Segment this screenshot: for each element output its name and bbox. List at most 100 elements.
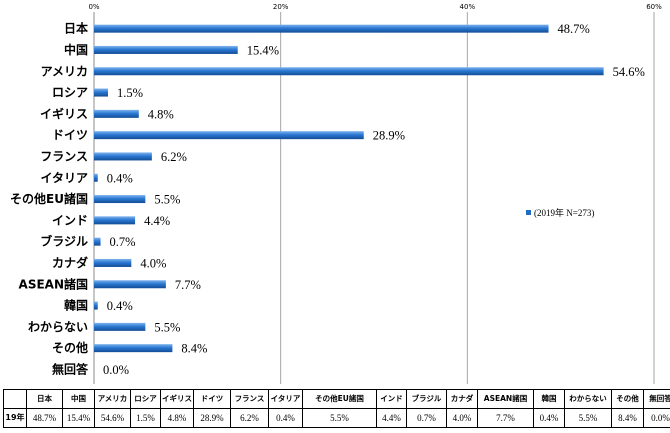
- legend-swatch: [526, 210, 531, 215]
- category-label: イタリア: [40, 171, 88, 185]
- value-label: 4.0%: [140, 256, 166, 270]
- table-cell: 5.5%: [564, 408, 612, 428]
- bar: [94, 24, 549, 33]
- table-header-cell: その他: [611, 389, 644, 409]
- table-header-cell: アメリカ: [94, 389, 131, 409]
- value-label: 48.7%: [558, 22, 590, 36]
- x-tick-label: 60%: [646, 3, 662, 11]
- bar: [94, 45, 238, 54]
- table-cell: 0.7%: [406, 408, 447, 428]
- bar: [94, 301, 98, 310]
- bar: [94, 152, 152, 161]
- legend-label: (2019年 N=273): [534, 207, 594, 218]
- category-label: わからない: [28, 320, 88, 334]
- table-cell: 0.0%: [643, 408, 670, 428]
- value-label: 5.5%: [154, 193, 180, 207]
- data-table: 日本 中国 アメリカ ロシア イギリス ドイツ フランス イタリア その他EU諸国 インド ブラジル…: [3, 389, 670, 428]
- category-labels: 日本中国アメリカロシアイギリスドイツフランスイタリアその他EU諸国インドブラジル…: [10, 21, 89, 377]
- table-cell: 15.4%: [62, 408, 95, 428]
- category-label: ロシア: [52, 86, 88, 100]
- value-labels: 48.7% 15.4% 54.6% 1.5% 4.8% 28.9% 6.2% 0.4% 5.5%…: [103, 22, 645, 377]
- bar: [94, 344, 173, 353]
- bar: [94, 173, 98, 182]
- category-label: 中国: [64, 42, 88, 57]
- category-label: ドイツ: [52, 128, 88, 142]
- table-cell: 4.8%: [160, 408, 194, 428]
- table-header-cell: ブラジル: [406, 389, 447, 409]
- table-header-cell: 中国: [62, 389, 95, 409]
- category-label: その他EU諸国: [10, 191, 88, 206]
- bar: [94, 67, 604, 76]
- category-label: イギリス: [40, 106, 88, 121]
- table-cell: 4.4%: [376, 408, 407, 428]
- table-row-label: 19年: [3, 408, 27, 428]
- table-row: 19年 48.7% 15.4% 54.6% 1.5% 4.8% 28.9% 6.2% 0.4%…: [3, 408, 670, 428]
- category-label: フランス: [40, 149, 88, 163]
- table-header-cell: インド: [376, 389, 407, 409]
- bar: [94, 280, 166, 289]
- table-header-cell: フランス: [230, 389, 269, 409]
- x-tick-label: 40%: [460, 3, 476, 11]
- category-label: その他: [52, 340, 88, 355]
- category-label: ASEAN諸国: [19, 276, 88, 291]
- value-label: 54.6%: [613, 65, 645, 79]
- value-label: 0.7%: [110, 235, 136, 249]
- bar-chart: 0% 20% 40% 60% 日本中国アメリカロシアイギリスドイツフランスイタリアその…: [10, 3, 662, 384]
- value-label: 6.2%: [161, 150, 187, 164]
- table-header-cell: 無回答: [643, 389, 670, 409]
- category-label: 韓国: [64, 298, 88, 313]
- value-label: 7.7%: [175, 278, 201, 292]
- bar: [94, 131, 364, 140]
- table-cell: 4.0%: [446, 408, 478, 428]
- table-header-cell: わからない: [564, 389, 612, 409]
- x-axis-ticks: 0% 20% 40% 60%: [88, 3, 662, 11]
- table-cell: 48.7%: [26, 408, 63, 428]
- table-header-cell: ドイツ: [193, 389, 231, 409]
- legend: (2019年 N=273): [526, 207, 594, 218]
- table-cell: 1.5%: [130, 408, 161, 428]
- value-label: 8.4%: [181, 342, 207, 356]
- table-header-cell: ASEAN諸国: [477, 389, 534, 409]
- value-label: 5.5%: [154, 320, 180, 334]
- table-header-row: 日本 中国 アメリカ ロシア イギリス ドイツ フランス イタリア その他EU諸国 インド ブラジル…: [3, 389, 670, 409]
- bar: [94, 216, 136, 225]
- table-corner-cell: [3, 389, 27, 409]
- table-cell: 0.4%: [533, 408, 565, 428]
- table-cell: 7.7%: [477, 408, 534, 428]
- value-label: 4.8%: [148, 107, 174, 121]
- value-label: 0.4%: [107, 299, 133, 313]
- value-label: 15.4%: [247, 43, 279, 57]
- bar: [94, 195, 146, 204]
- table-header-cell: 韓国: [533, 389, 565, 409]
- table-cell: 5.5%: [302, 408, 377, 428]
- table-cell: 0.4%: [268, 408, 303, 428]
- bar: [94, 109, 139, 118]
- value-label: 28.9%: [373, 129, 405, 143]
- bar: [94, 237, 101, 246]
- category-label: ブラジル: [40, 234, 88, 249]
- table-header-cell: 日本: [26, 389, 63, 409]
- x-tick-label: 0%: [88, 3, 99, 11]
- value-label: 0.4%: [107, 171, 133, 185]
- table-header-cell: ロシア: [130, 389, 161, 409]
- x-tick-label: 20%: [273, 3, 289, 11]
- category-label: インド: [52, 213, 88, 227]
- table-header-cell: カナダ: [446, 389, 478, 409]
- table-cell: 6.2%: [230, 408, 269, 428]
- value-label: 0.0%: [103, 363, 129, 377]
- category-label: アメリカ: [41, 64, 88, 78]
- table-cell: 54.6%: [94, 408, 131, 428]
- bar: [94, 88, 108, 97]
- category-label: カナダ: [52, 255, 88, 270]
- table-cell: 28.9%: [193, 408, 231, 428]
- category-label: 日本: [64, 21, 88, 36]
- table-header-cell: イギリス: [160, 389, 194, 409]
- bar: [94, 322, 146, 331]
- table-header-cell: その他EU諸国: [302, 389, 377, 409]
- bar: [94, 258, 132, 267]
- value-label: 1.5%: [117, 86, 143, 100]
- bars: [94, 24, 604, 353]
- table-cell: 8.4%: [611, 408, 644, 428]
- value-label: 4.4%: [144, 214, 170, 228]
- table-header-cell: イタリア: [268, 389, 303, 409]
